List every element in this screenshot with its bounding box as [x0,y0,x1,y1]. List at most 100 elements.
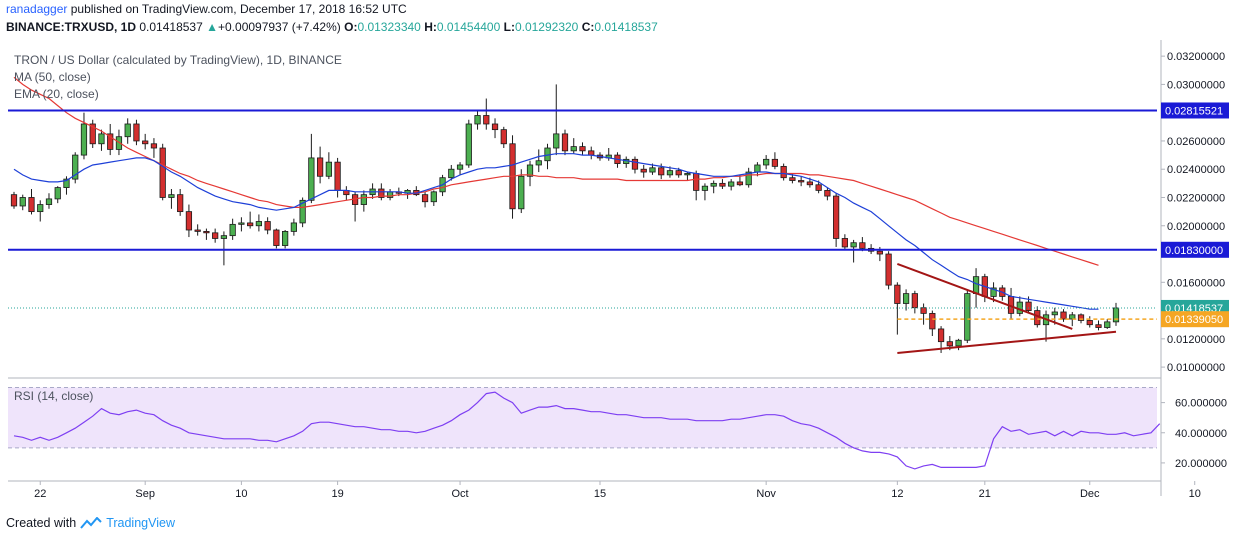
candle [902,289,910,311]
candle [89,119,96,149]
candle [1069,311,1076,327]
candle-body [247,222,254,227]
candle-body [421,194,429,203]
candle-body [299,199,306,224]
candle-body [142,140,149,145]
last-price: 0.01418537 [139,20,203,34]
rsi-band [8,387,1157,448]
candle-body [631,158,639,170]
high-label: H: [424,20,437,34]
candle [360,190,367,212]
candle [745,167,752,188]
candle-body [728,181,735,187]
candle-body [763,158,770,166]
candle [430,190,437,206]
candle [264,217,271,235]
candle [719,179,726,190]
candle-body [806,181,814,186]
candle [107,123,114,156]
tradingview-brand[interactable]: TradingView [106,516,175,530]
candle-body [701,185,709,191]
candle [535,149,542,173]
candle [98,129,105,151]
candle [159,143,166,201]
chart-title: TRON / US Dollar (calculated by TradingV… [14,53,342,67]
time-tick-label: 15 [594,488,606,500]
candle [955,338,962,351]
candle-body [894,284,901,304]
publisher-name[interactable]: ranadagger [6,2,68,16]
candle-body [360,194,367,205]
candle-body [1077,314,1085,321]
ema-legend[interactable]: EMA (20, close) [14,87,99,101]
candle [561,129,569,156]
candle-body [1051,311,1058,316]
candle-body [448,168,455,179]
candle-body [911,293,918,309]
rsi-legend[interactable]: RSI (14, close) [14,389,94,403]
candle-body [1104,321,1111,328]
candle-body [72,154,79,180]
candle-body [789,177,796,181]
tradingview-logo-icon [80,517,102,529]
candle-body [815,184,822,191]
candle [579,142,586,156]
candle-body [920,307,927,314]
candle-body [316,157,324,177]
candle-body [570,146,577,152]
price-tick-label: 0.02200000 [1167,192,1225,204]
candle-body [28,197,35,213]
candle [526,160,534,187]
price-badge [1161,102,1229,119]
candle [54,186,61,204]
candle [798,176,805,187]
candle-body [1060,311,1067,320]
candle-body [124,123,131,138]
candle [212,228,219,243]
time-tick-label: 22 [34,488,46,500]
close-label: C: [581,20,595,34]
candle-body [798,180,805,183]
candle-body [465,123,472,166]
rsi-line [13,391,1161,470]
price-badge-label: 0.01830000 [1165,245,1223,257]
time-tick-label: 12 [891,488,903,500]
candle-body [483,115,490,125]
candle-body [37,204,44,213]
ma50-line [13,76,1099,266]
candle-body [649,167,656,173]
candle [684,172,691,181]
candle-body [255,221,263,227]
candle-body [203,231,210,234]
triangle-upper-trendline [897,262,1073,330]
ma-legend[interactable]: MA (50, close) [14,70,91,84]
candle [316,146,324,184]
publish-line: ranadagger published on TradingView.com,… [6,2,407,16]
candle [1104,319,1111,329]
candle [894,282,901,335]
candle-body [334,161,341,191]
ema20-line [13,153,1099,310]
candle-body [282,231,289,246]
candle [124,118,131,144]
candle [631,156,639,174]
candle-body [273,229,280,246]
candle-body [456,164,464,170]
candle-body [54,187,61,200]
candle [763,155,770,170]
candle-body [658,167,665,176]
triangle-lower-trendline [897,330,1117,354]
candle-body [561,133,569,152]
candle [841,234,848,250]
candle [570,138,577,154]
price-tick-label: 0.01600000 [1167,277,1225,289]
time-tick-label: Dec [1080,488,1100,500]
candle [168,189,175,209]
candle-body [107,133,114,150]
candle-body [780,165,787,179]
candle-body [474,115,481,125]
candle-body [80,123,88,156]
price-badge-label: 0.02815521 [1165,105,1223,117]
candle-body [19,197,26,207]
